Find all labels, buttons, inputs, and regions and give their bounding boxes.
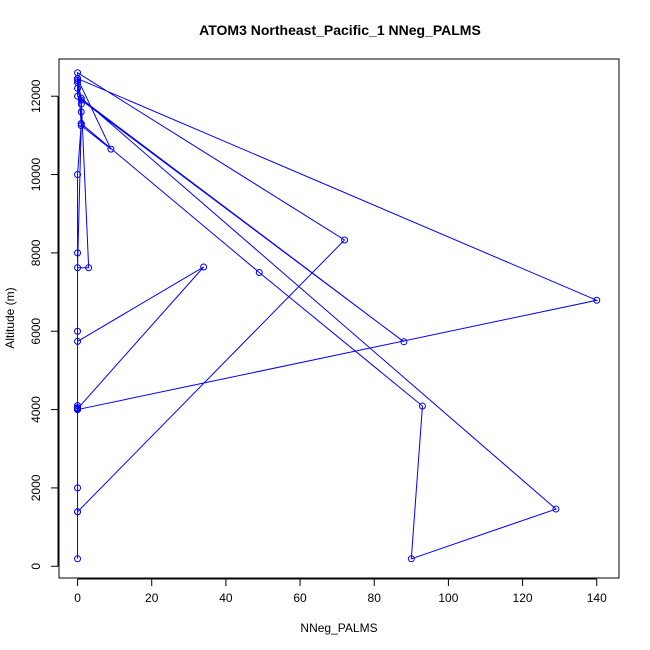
x-tick-label: 60 xyxy=(293,591,307,605)
series-layer xyxy=(74,69,601,563)
series-line xyxy=(76,71,599,560)
data-point xyxy=(77,120,85,128)
data-point xyxy=(74,337,82,345)
y-tick-label: 2000 xyxy=(29,474,43,501)
x-tick-label: 0 xyxy=(74,591,81,605)
x-tick-label: 140 xyxy=(587,591,607,605)
y-tick-label: 4000 xyxy=(29,396,43,423)
y-tick-label: 10000 xyxy=(29,158,43,192)
data-point xyxy=(74,406,82,414)
data-point xyxy=(74,404,82,412)
data-point xyxy=(341,236,349,244)
data-point xyxy=(74,484,82,492)
data-point xyxy=(74,508,82,516)
data-point xyxy=(200,263,208,271)
plot-area xyxy=(58,58,620,579)
data-point xyxy=(74,264,82,272)
data-point xyxy=(74,79,82,87)
data-point xyxy=(74,327,82,335)
x-tick-label: 100 xyxy=(438,591,458,605)
x-tick-label: 120 xyxy=(513,591,533,605)
data-point xyxy=(400,338,408,346)
y-tick-label: 8000 xyxy=(29,239,43,266)
y-tick-label: 6000 xyxy=(29,318,43,345)
x-axis: 0 20 40 60 80 100 120 140 xyxy=(74,578,607,605)
y-axis-label: Altitude (m) xyxy=(3,287,17,348)
data-point xyxy=(255,268,263,276)
x-tick-label: 20 xyxy=(145,591,159,605)
data-point xyxy=(77,122,85,130)
data-point xyxy=(74,402,82,410)
data-point xyxy=(418,402,426,410)
data-point xyxy=(74,249,82,257)
data-point xyxy=(74,171,82,179)
y-axis: 0 2000 4000 6000 8000 10000 12000 xyxy=(29,79,59,570)
data-point xyxy=(407,555,415,563)
data-point xyxy=(74,77,82,85)
data-point xyxy=(107,145,115,153)
chart-title: ATOM3 Northeast_Pacific_1 NNeg_PALMS xyxy=(199,22,481,38)
x-axis-label: NNeg_PALMS xyxy=(300,621,377,635)
data-point xyxy=(552,505,560,513)
data-point xyxy=(74,555,82,563)
x-tick-label: 40 xyxy=(219,591,233,605)
data-point xyxy=(74,75,82,83)
data-point xyxy=(77,94,85,102)
data-point xyxy=(77,96,85,104)
x-tick-label: 80 xyxy=(368,591,382,605)
data-point xyxy=(593,296,601,304)
data-point xyxy=(74,92,82,100)
data-point xyxy=(77,108,85,116)
data-point xyxy=(85,264,93,272)
y-tick-label: 12000 xyxy=(29,79,43,113)
y-tick-label: 0 xyxy=(29,563,43,570)
